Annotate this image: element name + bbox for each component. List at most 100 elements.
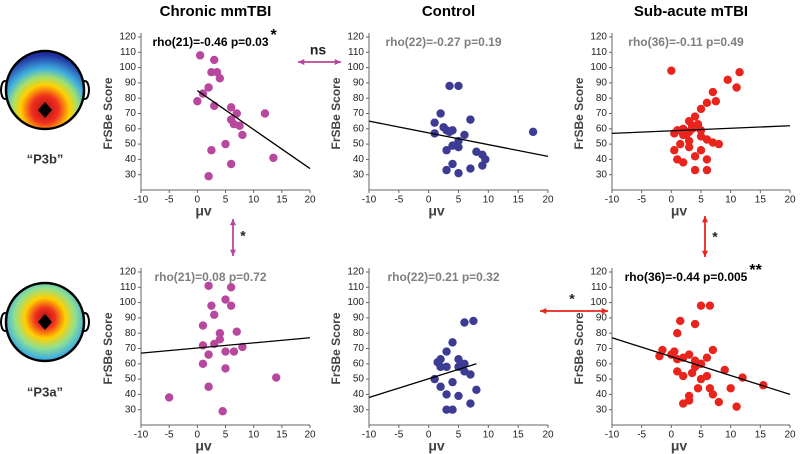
- point: [445, 81, 454, 91]
- chart-title: Control: [422, 3, 475, 20]
- y-tick-label: 30: [353, 404, 365, 415]
- point: [726, 384, 735, 393]
- topomap-label: “P3b”: [27, 151, 64, 166]
- y-tick-label: 80: [125, 93, 137, 104]
- x-axis-label: μv: [671, 203, 688, 219]
- point: [460, 130, 469, 140]
- y-tick-label: 120: [590, 32, 607, 43]
- arrow-head: [601, 307, 608, 315]
- y-tick-label: 60: [353, 358, 365, 369]
- y-tick-label: 30: [125, 169, 137, 180]
- fit-line: [196, 90, 311, 170]
- x-tick-label: 15: [513, 430, 525, 441]
- point: [454, 142, 463, 152]
- x-axis-label: μv: [428, 203, 445, 219]
- point: [448, 126, 457, 135]
- point: [732, 402, 741, 411]
- arrow-head: [229, 219, 237, 226]
- significance-mark: *: [271, 27, 278, 44]
- x-tick-label: 0: [195, 195, 201, 206]
- y-tick-label: 70: [353, 343, 365, 354]
- point: [690, 112, 700, 121]
- x-tick-label: 0: [195, 430, 201, 441]
- y-tick-label: 90: [125, 313, 137, 324]
- y-tick-label: 120: [347, 267, 364, 278]
- point: [448, 338, 457, 347]
- point: [687, 124, 697, 133]
- point: [690, 165, 700, 175]
- point: [702, 98, 712, 107]
- point: [687, 368, 697, 378]
- x-tick-label: 5: [456, 430, 462, 441]
- y-tick-label: 100: [119, 62, 136, 73]
- y-tick-label: 90: [353, 78, 365, 89]
- y-axis-label: FrSBe Score: [329, 312, 343, 384]
- x-tick-label: 0: [426, 430, 432, 441]
- x-tick-label: 15: [755, 195, 767, 206]
- y-tick-label: 80: [353, 328, 365, 339]
- point: [436, 362, 445, 372]
- stat-label: rho(21)=-0.46 p=0.03: [152, 35, 268, 49]
- y-tick-label: 70: [125, 343, 137, 354]
- point: [232, 109, 241, 118]
- point: [226, 159, 236, 169]
- point: [436, 382, 445, 391]
- x-tick-label: -10: [134, 195, 149, 206]
- x-tick-label: -5: [637, 430, 646, 441]
- point: [667, 66, 676, 75]
- x-tick-label: 15: [276, 195, 288, 206]
- point: [221, 139, 230, 149]
- point: [684, 142, 694, 152]
- y-tick-label: 50: [596, 139, 608, 150]
- chart-title: Sub-acute mTBI: [634, 3, 748, 20]
- x-tick-label: 10: [725, 195, 737, 206]
- point: [210, 55, 219, 65]
- point: [673, 367, 682, 376]
- x-tick-label: 0: [669, 430, 675, 441]
- y-tick-label: 40: [125, 154, 137, 165]
- x-tick-label: 0: [426, 195, 432, 206]
- point: [684, 136, 694, 146]
- arrow-head: [701, 216, 709, 223]
- x-tick-label: 10: [483, 195, 495, 206]
- y-tick-label: 50: [353, 139, 365, 150]
- y-tick-label: 110: [591, 282, 607, 293]
- topomap-p3a: [0, 281, 90, 363]
- y-tick-label: 90: [353, 313, 365, 324]
- x-tick-label: 5: [698, 430, 704, 441]
- point: [238, 130, 247, 140]
- point: [705, 301, 715, 310]
- x-tick-label: -5: [637, 195, 646, 206]
- x-tick-label: 10: [725, 430, 737, 441]
- point: [436, 109, 445, 118]
- y-tick-label: 40: [353, 154, 365, 165]
- point: [690, 319, 700, 329]
- y-tick-label: 110: [348, 47, 364, 58]
- point: [272, 373, 281, 382]
- point: [696, 301, 706, 310]
- point: [454, 168, 463, 178]
- point: [221, 364, 230, 373]
- point: [442, 390, 451, 399]
- point: [723, 75, 732, 85]
- x-tick-label: 15: [755, 430, 767, 441]
- point: [198, 359, 208, 368]
- point: [702, 353, 712, 362]
- point: [679, 371, 688, 381]
- y-tick-label: 50: [125, 374, 137, 385]
- annotation: ns: [310, 42, 327, 58]
- point: [204, 83, 213, 92]
- point: [448, 159, 457, 169]
- y-tick-label: 100: [347, 297, 364, 308]
- y-axis-label: FrSBe Score: [572, 312, 586, 384]
- x-tick-label: -5: [394, 430, 403, 441]
- point: [221, 347, 230, 356]
- x-tick-label: 5: [223, 195, 229, 206]
- stat-label: rho(22)=-0.27 p=0.19: [385, 35, 501, 49]
- arrow-head: [334, 58, 341, 66]
- x-tick-label: 15: [276, 430, 288, 441]
- x-tick-label: 10: [483, 430, 495, 441]
- y-tick-label: 90: [125, 78, 137, 89]
- y-tick-label: 100: [590, 62, 607, 73]
- point: [670, 146, 679, 155]
